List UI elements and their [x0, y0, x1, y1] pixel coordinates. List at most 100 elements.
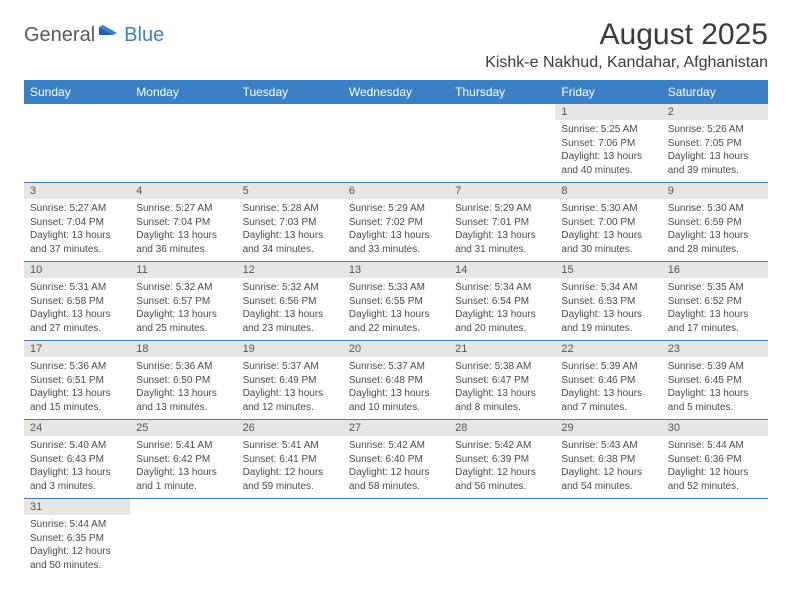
daylight-text: Daylight: 13 hours and 8 minutes. [455, 387, 549, 414]
sunrise-text: Sunrise: 5:44 AM [668, 439, 762, 453]
day-number: 16 [662, 262, 768, 278]
day-number: 2 [662, 104, 768, 120]
calendar-cell: Sunrise: 5:44 AMSunset: 6:35 PMDaylight:… [24, 515, 130, 577]
calendar-cell: Sunrise: 5:41 AMSunset: 6:42 PMDaylight:… [130, 436, 236, 498]
calendar-cell-empty [130, 515, 236, 577]
sunset-text: Sunset: 6:58 PM [30, 295, 124, 309]
calendar-cell: Sunrise: 5:26 AMSunset: 7:05 PMDaylight:… [662, 120, 768, 182]
sunrise-text: Sunrise: 5:33 AM [349, 281, 443, 295]
day-number: 9 [662, 183, 768, 199]
calendar-cell: Sunrise: 5:30 AMSunset: 6:59 PMDaylight:… [662, 199, 768, 261]
daylight-text: Daylight: 13 hours and 22 minutes. [349, 308, 443, 335]
day-number: 17 [24, 341, 130, 357]
daylight-text: Daylight: 13 hours and 39 minutes. [668, 150, 762, 177]
calendar-week: Sunrise: 5:44 AMSunset: 6:35 PMDaylight:… [24, 515, 768, 577]
daylight-text: Daylight: 13 hours and 31 minutes. [455, 229, 549, 256]
daylight-text: Daylight: 13 hours and 34 minutes. [243, 229, 337, 256]
logo-flag-icon [99, 25, 121, 46]
daylight-text: Daylight: 13 hours and 33 minutes. [349, 229, 443, 256]
daylight-text: Daylight: 13 hours and 5 minutes. [668, 387, 762, 414]
day-number: 8 [555, 183, 661, 199]
day-number: 19 [237, 341, 343, 357]
sunset-text: Sunset: 6:56 PM [243, 295, 337, 309]
daylight-text: Daylight: 13 hours and 36 minutes. [136, 229, 230, 256]
sunrise-text: Sunrise: 5:27 AM [136, 202, 230, 216]
sunset-text: Sunset: 6:52 PM [668, 295, 762, 309]
sunset-text: Sunset: 6:55 PM [349, 295, 443, 309]
daylight-text: Daylight: 13 hours and 7 minutes. [561, 387, 655, 414]
calendar-cell: Sunrise: 5:32 AMSunset: 6:57 PMDaylight:… [130, 278, 236, 340]
daylight-text: Daylight: 13 hours and 17 minutes. [668, 308, 762, 335]
page-header: General Blue August 2025 Kishk-e Nakhud,… [24, 18, 768, 72]
sunrise-text: Sunrise: 5:42 AM [349, 439, 443, 453]
sunrise-text: Sunrise: 5:40 AM [30, 439, 124, 453]
daylight-text: Daylight: 13 hours and 19 minutes. [561, 308, 655, 335]
sunset-text: Sunset: 6:43 PM [30, 453, 124, 467]
daylight-text: Daylight: 13 hours and 3 minutes. [30, 466, 124, 493]
sunrise-text: Sunrise: 5:27 AM [30, 202, 124, 216]
sunrise-text: Sunrise: 5:28 AM [243, 202, 337, 216]
sunset-text: Sunset: 6:38 PM [561, 453, 655, 467]
sunset-text: Sunset: 6:53 PM [561, 295, 655, 309]
weekday-header: Thursday [449, 80, 555, 104]
daynum-row: 31 [24, 499, 768, 515]
day-number: 24 [24, 420, 130, 436]
calendar-cell: Sunrise: 5:34 AMSunset: 6:54 PMDaylight:… [449, 278, 555, 340]
sunset-text: Sunset: 7:02 PM [349, 216, 443, 230]
calendar-cell-empty [662, 515, 768, 577]
day-number: 30 [662, 420, 768, 436]
calendar-cell: Sunrise: 5:36 AMSunset: 6:50 PMDaylight:… [130, 357, 236, 419]
daylight-text: Daylight: 12 hours and 59 minutes. [243, 466, 337, 493]
daylight-text: Daylight: 12 hours and 52 minutes. [668, 466, 762, 493]
calendar-week: Sunrise: 5:25 AMSunset: 7:06 PMDaylight:… [24, 120, 768, 183]
calendar-cell: Sunrise: 5:29 AMSunset: 7:01 PMDaylight:… [449, 199, 555, 261]
daylight-text: Daylight: 13 hours and 30 minutes. [561, 229, 655, 256]
sunset-text: Sunset: 6:35 PM [30, 532, 124, 546]
sunset-text: Sunset: 7:01 PM [455, 216, 549, 230]
calendar-cell: Sunrise: 5:29 AMSunset: 7:02 PMDaylight:… [343, 199, 449, 261]
weekday-header: Tuesday [237, 80, 343, 104]
calendar-cell: Sunrise: 5:38 AMSunset: 6:47 PMDaylight:… [449, 357, 555, 419]
calendar-week: Sunrise: 5:27 AMSunset: 7:04 PMDaylight:… [24, 199, 768, 262]
weekday-header: Friday [555, 80, 661, 104]
calendar-week: Sunrise: 5:40 AMSunset: 6:43 PMDaylight:… [24, 436, 768, 499]
calendar-cell: Sunrise: 5:36 AMSunset: 6:51 PMDaylight:… [24, 357, 130, 419]
calendar-cell: Sunrise: 5:34 AMSunset: 6:53 PMDaylight:… [555, 278, 661, 340]
daylight-text: Daylight: 13 hours and 13 minutes. [136, 387, 230, 414]
day-number [130, 499, 236, 515]
daylight-text: Daylight: 13 hours and 20 minutes. [455, 308, 549, 335]
sunrise-text: Sunrise: 5:32 AM [243, 281, 337, 295]
calendar-cell: Sunrise: 5:41 AMSunset: 6:41 PMDaylight:… [237, 436, 343, 498]
sunset-text: Sunset: 7:03 PM [243, 216, 337, 230]
sunrise-text: Sunrise: 5:38 AM [455, 360, 549, 374]
sunrise-text: Sunrise: 5:39 AM [668, 360, 762, 374]
sunrise-text: Sunrise: 5:44 AM [30, 518, 124, 532]
sunrise-text: Sunrise: 5:35 AM [668, 281, 762, 295]
sunset-text: Sunset: 6:39 PM [455, 453, 549, 467]
sunset-text: Sunset: 7:06 PM [561, 137, 655, 151]
sunset-text: Sunset: 6:51 PM [30, 374, 124, 388]
day-number: 29 [555, 420, 661, 436]
sunrise-text: Sunrise: 5:42 AM [455, 439, 549, 453]
daylight-text: Daylight: 12 hours and 58 minutes. [349, 466, 443, 493]
day-number [237, 499, 343, 515]
sunrise-text: Sunrise: 5:37 AM [243, 360, 337, 374]
logo: General Blue [24, 18, 164, 47]
daylight-text: Daylight: 12 hours and 54 minutes. [561, 466, 655, 493]
weekday-header: Saturday [662, 80, 768, 104]
calendar-cell: Sunrise: 5:27 AMSunset: 7:04 PMDaylight:… [130, 199, 236, 261]
calendar-cell: Sunrise: 5:37 AMSunset: 6:48 PMDaylight:… [343, 357, 449, 419]
daylight-text: Daylight: 13 hours and 1 minute. [136, 466, 230, 493]
daylight-text: Daylight: 13 hours and 23 minutes. [243, 308, 337, 335]
calendar-cell: Sunrise: 5:40 AMSunset: 6:43 PMDaylight:… [24, 436, 130, 498]
sunset-text: Sunset: 7:04 PM [30, 216, 124, 230]
day-number: 4 [130, 183, 236, 199]
calendar-cell: Sunrise: 5:31 AMSunset: 6:58 PMDaylight:… [24, 278, 130, 340]
calendar-cell-empty [343, 515, 449, 577]
sunrise-text: Sunrise: 5:31 AM [30, 281, 124, 295]
calendar-cell: Sunrise: 5:42 AMSunset: 6:39 PMDaylight:… [449, 436, 555, 498]
calendar-cell-empty [555, 515, 661, 577]
day-number [24, 104, 130, 120]
sunrise-text: Sunrise: 5:26 AM [668, 123, 762, 137]
month-title: August 2025 [485, 18, 768, 52]
